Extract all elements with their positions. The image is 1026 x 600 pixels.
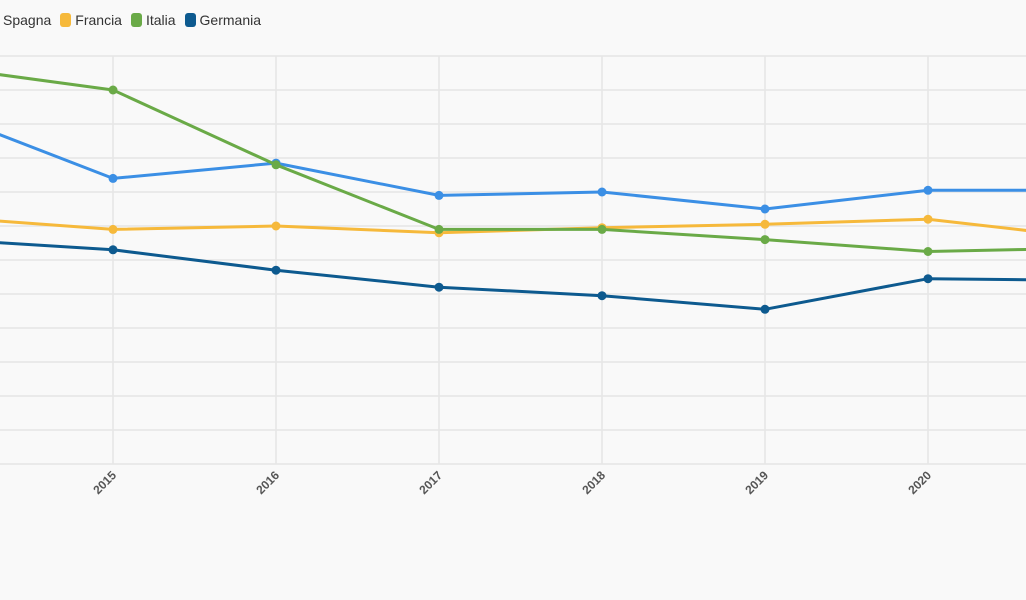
series-layer — [0, 73, 1026, 314]
legend: Spagna Francia Italia Germania — [3, 12, 270, 28]
data-point-italia-2018[interactable] — [597, 224, 607, 234]
data-point-francia-2020[interactable] — [923, 214, 933, 224]
x-tick-label-2016: 2016 — [253, 468, 282, 497]
data-point-germania-2018[interactable] — [597, 291, 607, 301]
data-point-italia-2019[interactable] — [760, 235, 770, 245]
data-point-spagna-2019[interactable] — [760, 204, 770, 214]
grid — [0, 55, 1026, 465]
legend-label-francia: Francia — [75, 12, 122, 28]
legend-item-germania[interactable]: Germania — [184, 12, 262, 28]
data-point-italia-2015[interactable] — [108, 85, 118, 95]
data-point-spagna-2018[interactable] — [597, 187, 607, 197]
data-point-italia-2016[interactable] — [271, 160, 281, 170]
data-point-francia-2019[interactable] — [760, 219, 770, 229]
data-point-italia-2017[interactable] — [434, 224, 444, 234]
data-point-spagna-2017[interactable] — [434, 190, 444, 200]
series-line-spagna — [0, 133, 1026, 211]
x-tick-label-2018: 2018 — [579, 468, 608, 497]
legend-label-spagna: Spagna — [3, 12, 52, 28]
legend-label-italia: Italia — [145, 12, 176, 28]
x-tick-label-2015: 2015 — [90, 468, 119, 497]
legend-swatch-germania — [184, 13, 196, 27]
data-point-germania-2017[interactable] — [434, 282, 444, 292]
data-point-germania-2019[interactable] — [760, 304, 770, 314]
data-point-germania-2020[interactable] — [923, 274, 933, 284]
x-tick-label-2017: 2017 — [416, 468, 445, 497]
x-axis-ticks: 2015 2016 2017 2018 2019 2020 — [90, 468, 934, 497]
legend-label-germania: Germania — [199, 12, 262, 28]
legend-swatch-italia — [130, 13, 142, 27]
data-point-italia-2020[interactable] — [923, 247, 933, 256]
legend-item-francia[interactable]: Francia — [60, 12, 122, 28]
series-line-italia — [0, 73, 1026, 253]
x-tick-label-2019: 2019 — [742, 468, 771, 497]
data-point-germania-2015[interactable] — [108, 245, 118, 255]
legend-item-italia[interactable]: Italia — [130, 12, 176, 28]
series-line-germania — [0, 241, 1026, 311]
data-point-germania-2016[interactable] — [271, 265, 281, 275]
x-tick-label-2020: 2020 — [905, 468, 934, 497]
legend-item-spagna[interactable]: Spagna — [3, 12, 51, 28]
series-line-francia — [0, 217, 1026, 235]
data-point-spagna-2020[interactable] — [923, 185, 933, 195]
data-point-francia-2016[interactable] — [271, 221, 281, 231]
data-point-spagna-2015[interactable] — [108, 173, 118, 183]
legend-swatch-francia — [60, 13, 72, 27]
data-point-francia-2015[interactable] — [108, 224, 118, 234]
